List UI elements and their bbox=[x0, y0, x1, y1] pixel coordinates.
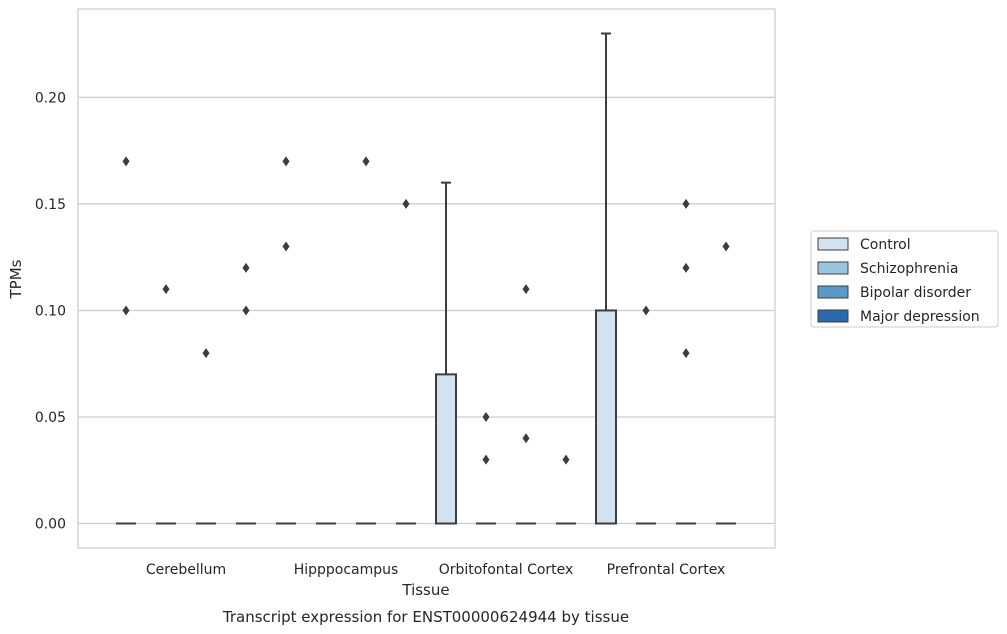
outlier-point bbox=[162, 284, 170, 295]
x-tick-label: Hipppocampus bbox=[294, 562, 399, 578]
y-axis-title: TPMs bbox=[7, 259, 25, 299]
outlier-point bbox=[642, 305, 650, 316]
outlier-point bbox=[282, 156, 290, 167]
x-tick-label: Cerebellum bbox=[146, 562, 226, 578]
gridlines bbox=[78, 96, 775, 525]
legend-frame bbox=[810, 230, 999, 328]
y-tick-label: 0.05 bbox=[35, 410, 66, 426]
legend: Control Schizophrenia Bipolar disorder Majo… bbox=[810, 230, 999, 328]
outlier-point bbox=[482, 411, 490, 422]
y-tick-labels: 0.00 0.05 0.10 0.15 0.20 bbox=[35, 90, 66, 532]
outlier-point bbox=[562, 454, 570, 465]
legend-label: Major depression bbox=[860, 309, 980, 325]
legend-swatch bbox=[817, 285, 849, 299]
legend-label: Control bbox=[860, 237, 911, 253]
legend-swatch bbox=[817, 261, 849, 275]
outlier-point bbox=[722, 241, 730, 252]
box-control bbox=[595, 32, 617, 525]
legend-swatch bbox=[817, 237, 849, 251]
outlier-point bbox=[122, 305, 130, 316]
outliers bbox=[122, 156, 730, 465]
box-control bbox=[435, 181, 457, 525]
outlier-point bbox=[522, 284, 530, 295]
chart-title: Transcript expression for ENST0000062494… bbox=[222, 608, 629, 626]
outlier-point bbox=[282, 241, 290, 252]
outlier-point bbox=[682, 348, 690, 359]
outlier-point bbox=[682, 262, 690, 273]
y-tick-label: 0.00 bbox=[35, 517, 66, 533]
y-tick-label: 0.15 bbox=[35, 197, 66, 213]
outlier-point bbox=[682, 198, 690, 209]
outlier-point bbox=[362, 156, 370, 167]
x-axis-title: Tissue bbox=[401, 581, 449, 599]
legend-label: Bipolar disorder bbox=[860, 285, 971, 301]
outlier-point bbox=[402, 198, 410, 209]
plot-frame bbox=[77, 8, 776, 549]
outlier-point bbox=[122, 156, 130, 167]
boxes bbox=[116, 32, 736, 525]
plot-background bbox=[78, 9, 775, 548]
outlier-point bbox=[482, 454, 490, 465]
legend-label: Schizophrenia bbox=[860, 261, 958, 277]
box-body bbox=[595, 309, 617, 525]
y-tick-label: 0.20 bbox=[35, 90, 66, 106]
box-body bbox=[435, 373, 457, 525]
y-tick-label: 0.10 bbox=[35, 303, 66, 319]
x-tick-label: Prefrontal Cortex bbox=[607, 562, 726, 578]
outlier-point bbox=[242, 305, 250, 316]
legend-swatch bbox=[817, 309, 849, 323]
outlier-point bbox=[242, 262, 250, 273]
x-tick-label: Orbitofontal Cortex bbox=[439, 562, 574, 578]
outlier-point bbox=[522, 433, 530, 444]
x-tick-labels: Cerebellum Hipppocampus Orbitofontal Corte… bbox=[146, 562, 725, 578]
outlier-point bbox=[202, 348, 210, 359]
